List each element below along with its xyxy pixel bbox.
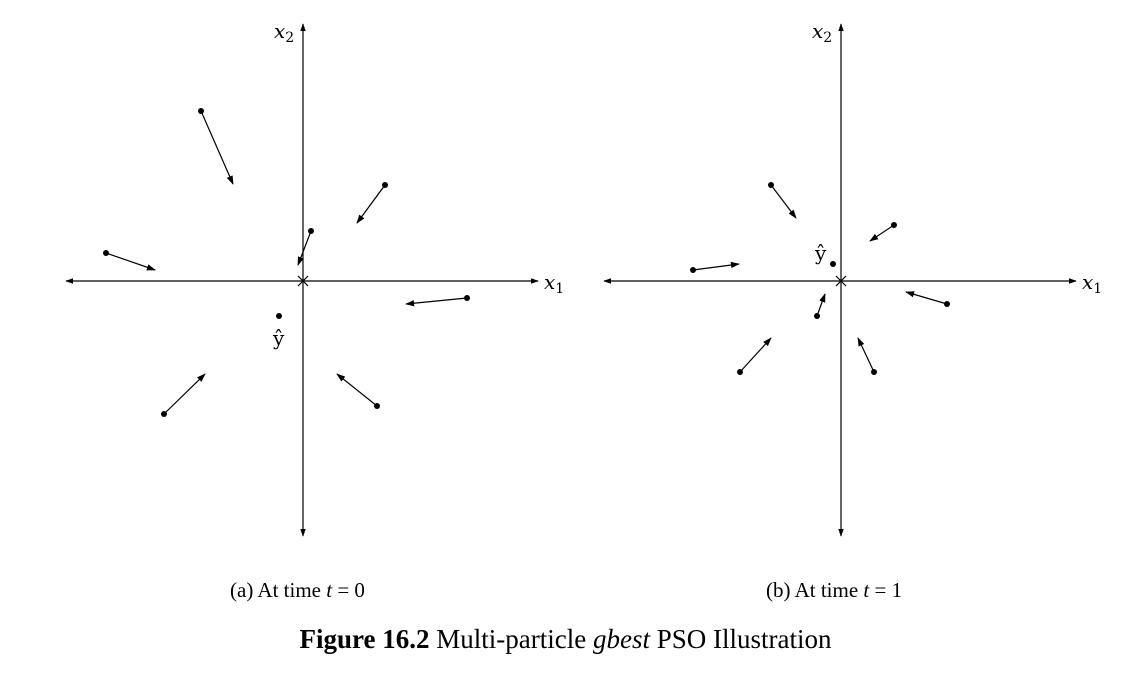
global-best-point bbox=[830, 261, 836, 267]
subcaption-b: (b) At time t = 1 bbox=[766, 578, 902, 603]
global-best-label: ŷ bbox=[814, 241, 827, 265]
figure-caption-emphasis: gbest bbox=[592, 624, 650, 654]
particle bbox=[857, 337, 877, 375]
panel-b: x1 x2 bbox=[603, 19, 1102, 537]
particle bbox=[737, 337, 772, 375]
x2-axis-label: x2 bbox=[812, 19, 832, 46]
particle bbox=[690, 261, 740, 273]
figure-caption-text: Multi-particle bbox=[429, 624, 593, 654]
subcaption-suffix: = 1 bbox=[869, 578, 903, 602]
figure-caption-text-end: PSO Illustration bbox=[649, 624, 832, 654]
particle bbox=[814, 293, 826, 319]
particle bbox=[198, 108, 234, 185]
origin-cross bbox=[297, 275, 309, 287]
particle bbox=[405, 295, 470, 307]
figure-number: Figure 16.2 bbox=[299, 624, 430, 654]
subcaption-time-variable: t bbox=[326, 578, 333, 602]
figure-caption: Figure 16.2 Multi-particle gbest PSO Ill… bbox=[0, 624, 1131, 655]
particle bbox=[356, 182, 388, 224]
particle bbox=[103, 250, 156, 271]
panel-a-axes bbox=[65, 23, 539, 537]
particle bbox=[161, 373, 206, 417]
subcaption-prefix: (a) At time bbox=[230, 578, 327, 602]
global-best-point bbox=[276, 313, 282, 319]
origin-cross bbox=[835, 275, 847, 287]
particle bbox=[869, 222, 897, 242]
panel-b-axes bbox=[603, 23, 1077, 537]
panel-a: x1 x2 bbox=[65, 19, 564, 537]
global-best-label: ŷ bbox=[272, 326, 285, 350]
x1-axis-label: x1 bbox=[1082, 270, 1102, 297]
panel-a-particles bbox=[103, 108, 470, 417]
particle bbox=[336, 373, 380, 409]
x1-axis-label: x1 bbox=[544, 270, 564, 297]
particle bbox=[905, 291, 950, 307]
particle bbox=[768, 182, 797, 219]
particle bbox=[297, 228, 314, 266]
subcaption-a: (a) At time t = 0 bbox=[230, 578, 365, 603]
x2-axis-label: x2 bbox=[274, 19, 294, 46]
panel-b-particles bbox=[690, 182, 950, 375]
subcaption-time-variable: t bbox=[863, 578, 870, 602]
subcaption-suffix: = 0 bbox=[332, 578, 365, 602]
subcaption-prefix: (b) At time bbox=[766, 578, 864, 602]
